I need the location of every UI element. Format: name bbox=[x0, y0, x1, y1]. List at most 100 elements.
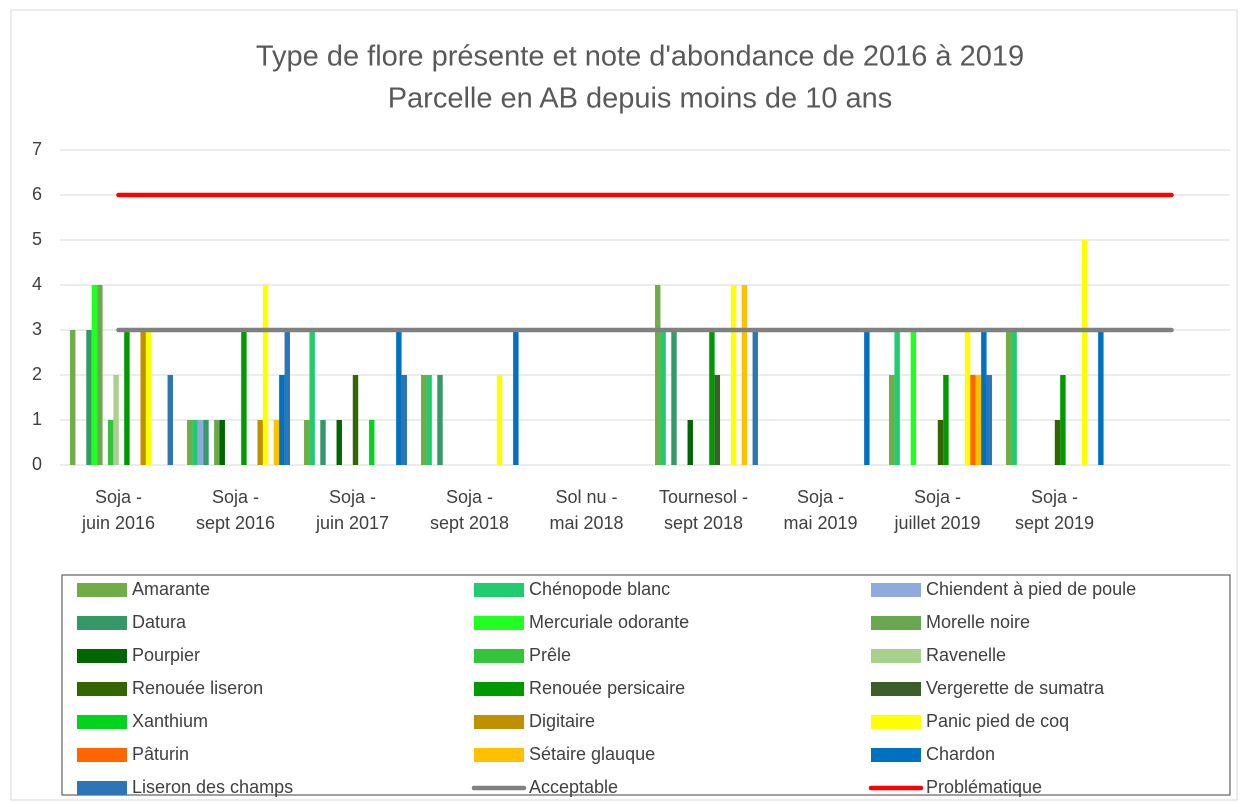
y-tick-label: 3 bbox=[32, 319, 42, 339]
bar bbox=[1060, 375, 1066, 465]
x-tick-label-line: Soja - bbox=[95, 487, 142, 507]
x-tick-label-line: sept 2019 bbox=[1015, 513, 1094, 533]
legend-swatch bbox=[871, 748, 921, 762]
legend-label: Chardon bbox=[926, 744, 995, 764]
x-tick-label: Sol nu - mai 2018 bbox=[549, 487, 623, 533]
bar bbox=[262, 285, 269, 465]
legend-label: Xanthium bbox=[132, 711, 208, 731]
legend-swatch bbox=[77, 781, 127, 795]
bar bbox=[91, 285, 98, 465]
y-tick-label: 7 bbox=[32, 139, 42, 159]
bar bbox=[279, 375, 285, 465]
x-tick-label: Soja - mai 2019 bbox=[783, 487, 857, 533]
bar bbox=[943, 375, 949, 465]
legend-swatch bbox=[77, 649, 127, 663]
bar bbox=[889, 375, 895, 465]
x-tick-label-line: sept 2016 bbox=[196, 513, 275, 533]
legend-swatch bbox=[871, 715, 921, 729]
legend-swatch bbox=[77, 715, 127, 729]
bar bbox=[304, 420, 310, 465]
bar bbox=[320, 420, 326, 465]
bar bbox=[421, 375, 427, 465]
x-tick-label-line: juin 2016 bbox=[81, 513, 155, 533]
bar bbox=[894, 330, 900, 465]
bar bbox=[70, 330, 76, 465]
bar bbox=[709, 330, 715, 465]
x-tick-label-line: juin 2017 bbox=[315, 513, 389, 533]
bar bbox=[219, 420, 225, 465]
bar bbox=[214, 420, 220, 465]
legend-swatch bbox=[474, 649, 524, 663]
y-tick-label: 1 bbox=[32, 409, 42, 429]
bar bbox=[671, 330, 677, 465]
x-tick-label: Soja - juin 2017 bbox=[315, 487, 389, 533]
legend-label: Pâturin bbox=[132, 744, 189, 764]
bar bbox=[197, 420, 204, 465]
x-tick-label-line: mai 2018 bbox=[549, 513, 623, 533]
bar bbox=[986, 375, 992, 465]
bar bbox=[981, 330, 987, 465]
legend-label: Amarante bbox=[132, 579, 210, 599]
chart-frame bbox=[10, 9, 1238, 801]
legend-label: Acceptable bbox=[529, 777, 618, 797]
legend-label: Panic pied de coq bbox=[926, 711, 1069, 731]
x-tick-label-line: juillet 2019 bbox=[893, 513, 980, 533]
bar bbox=[975, 375, 982, 465]
y-tick-label: 2 bbox=[32, 364, 42, 384]
x-tick-label-line: Tournesol - bbox=[659, 487, 748, 507]
x-tick-label-line: mai 2019 bbox=[783, 513, 857, 533]
bar bbox=[336, 420, 342, 465]
y-tick-label: 0 bbox=[32, 454, 42, 474]
legend-swatch bbox=[77, 682, 127, 696]
bar bbox=[273, 420, 280, 465]
bar bbox=[687, 420, 693, 465]
legend-swatch bbox=[474, 583, 524, 597]
bar bbox=[145, 330, 152, 465]
bar bbox=[970, 375, 976, 465]
x-tick-label-line: Soja - bbox=[797, 487, 844, 507]
legend-label: Datura bbox=[132, 612, 187, 632]
x-tick-label: Soja - sept 2016 bbox=[196, 487, 275, 533]
bar bbox=[655, 285, 661, 465]
bar bbox=[309, 330, 315, 465]
bar bbox=[730, 285, 737, 465]
bar bbox=[284, 330, 290, 465]
legend-label: Renouée liseron bbox=[132, 678, 263, 698]
legend-label: Vergerette de sumatra bbox=[926, 678, 1105, 698]
bar bbox=[352, 375, 359, 465]
legend-swatch bbox=[474, 682, 524, 696]
chart-subtitle: Parcelle en AB depuis moins de 10 ans bbox=[388, 83, 893, 115]
x-tick-label: Soja - sept 2018 bbox=[430, 487, 509, 533]
legend-label: Liseron des champs bbox=[132, 777, 293, 797]
legend-label: Renouée persicaire bbox=[529, 678, 685, 698]
bar bbox=[401, 375, 407, 465]
bar bbox=[1098, 330, 1104, 465]
x-tick-label-line: Soja - bbox=[1031, 487, 1078, 507]
bar bbox=[124, 330, 130, 465]
legend-label: Chénopode blanc bbox=[529, 579, 670, 599]
legend-label: Problématique bbox=[926, 777, 1042, 797]
legend-swatch bbox=[77, 748, 127, 762]
bar bbox=[964, 330, 971, 465]
bar bbox=[937, 420, 944, 465]
bar bbox=[714, 375, 721, 465]
x-tick-label-line: sept 2018 bbox=[430, 513, 509, 533]
legend-label: Pourpier bbox=[132, 645, 200, 665]
x-tick-label-line: Sol nu - bbox=[555, 487, 617, 507]
bar bbox=[1054, 420, 1061, 465]
legend-label: Sétaire glauque bbox=[529, 744, 655, 764]
legend-swatch bbox=[474, 616, 524, 630]
bar bbox=[187, 420, 193, 465]
bar bbox=[167, 375, 173, 465]
bar bbox=[437, 375, 443, 465]
legend-swatch bbox=[871, 616, 921, 630]
x-tick-label: Tournesol - sept 2018 bbox=[659, 487, 748, 533]
bar bbox=[396, 330, 402, 465]
bar bbox=[513, 330, 519, 465]
bar bbox=[496, 375, 503, 465]
bar bbox=[864, 330, 870, 465]
legend-label: Chiendent à pied de poule bbox=[926, 579, 1136, 599]
bar bbox=[192, 420, 198, 465]
y-tick-label: 4 bbox=[32, 274, 42, 294]
